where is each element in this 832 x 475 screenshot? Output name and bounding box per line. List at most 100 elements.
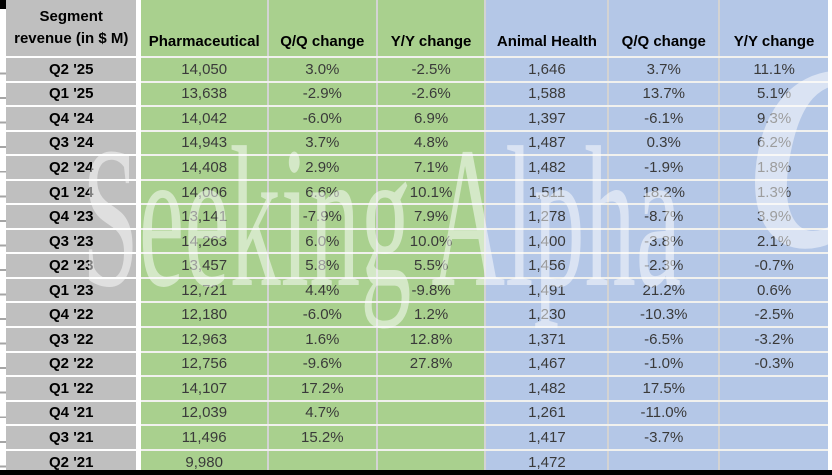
data-cell: 5.1% xyxy=(719,81,828,108)
data-cell: 12,963 xyxy=(138,327,269,353)
data-cell: 6.0% xyxy=(267,228,378,255)
data-cell: 11.1% xyxy=(719,57,828,83)
table-row: Q4 '24 14,042 -6.0% 6.9% 1,397 -6.1% 9.3% xyxy=(6,106,828,132)
data-cell: 2.9% xyxy=(267,155,378,181)
data-cell: -2.9% xyxy=(267,81,378,108)
data-cell: -9.6% xyxy=(267,351,378,378)
data-cell: 4.7% xyxy=(267,400,378,427)
data-cell: -8.7% xyxy=(608,204,721,230)
row-label-cell: Q4 '24 xyxy=(6,106,142,132)
data-cell: 1,371 xyxy=(485,327,610,353)
data-cell: 1,456 xyxy=(485,253,610,279)
data-cell: 12.8% xyxy=(376,327,487,353)
data-cell: 14,006 xyxy=(138,179,269,206)
data-cell: 1,511 xyxy=(485,179,610,206)
data-cell: 1,646 xyxy=(485,57,610,83)
table-row: Q1 '24 14,006 6.6% 10.1% 1,511 18.2% 1.3% xyxy=(6,179,828,206)
data-cell: -11.0% xyxy=(608,400,721,427)
table-row: Q4 '23 13,141 -7.9% 7.9% 1,278 -8.7% 3.9% xyxy=(6,204,828,230)
data-cell: 7.9% xyxy=(376,204,487,230)
crop-corner-artifact xyxy=(0,0,6,9)
data-cell: -0.3% xyxy=(719,351,828,378)
data-cell: -6.1% xyxy=(608,106,721,132)
data-cell: 18.2% xyxy=(608,179,721,206)
table-row: Q2 '23 13,457 5.8% 5.5% 1,456 -2.3% -0.7% xyxy=(6,253,828,279)
table-row: Q4 '21 12,039 4.7% 1,261 -11.0% xyxy=(6,400,828,427)
data-cell: -2.6% xyxy=(376,81,487,108)
data-cell: 17.5% xyxy=(608,376,721,402)
data-cell: -2.3% xyxy=(608,253,721,279)
data-cell: -2.5% xyxy=(376,57,487,83)
data-cell: 1,482 xyxy=(485,155,610,181)
data-cell: 3.9% xyxy=(719,204,828,230)
column-header-animal-qq-change: Q/Q change xyxy=(608,0,721,58)
data-cell: 13,638 xyxy=(138,81,269,108)
data-cell: 14,107 xyxy=(138,376,269,402)
data-cell xyxy=(719,400,828,427)
table-row: Q1 '25 13,638 -2.9% -2.6% 1,588 13.7% 5.1% xyxy=(6,81,828,108)
data-cell: 1,417 xyxy=(485,425,610,451)
data-cell: 6.6% xyxy=(267,179,378,206)
data-cell: 14,050 xyxy=(138,57,269,83)
data-cell: 1,278 xyxy=(485,204,610,230)
corner-header-line1: Segment xyxy=(39,7,103,25)
data-cell: 3.7% xyxy=(267,130,378,157)
data-cell: 10.1% xyxy=(376,179,487,206)
data-cell: 6.9% xyxy=(376,106,487,132)
data-cell xyxy=(376,425,487,451)
row-label-cell: Q2 '23 xyxy=(6,253,142,279)
column-header-pharma-qq-change: Q/Q change xyxy=(267,0,378,58)
data-cell: 1,487 xyxy=(485,130,610,157)
corner-header: Segment revenue (in $ M) xyxy=(6,0,142,58)
column-header-animal-health: Animal Health xyxy=(485,0,610,58)
data-cell: 6.2% xyxy=(719,130,828,157)
row-label-cell: Q1 '22 xyxy=(6,376,142,402)
data-cell xyxy=(376,400,487,427)
data-cell: 12,756 xyxy=(138,351,269,378)
data-cell: 2.1% xyxy=(719,228,828,255)
data-cell: -1.0% xyxy=(608,351,721,378)
row-label-cell: Q2 '24 xyxy=(6,155,142,181)
row-label-cell: Q2 '25 xyxy=(6,57,142,83)
data-cell: 1,491 xyxy=(485,277,610,304)
data-cell: -2.5% xyxy=(719,302,828,328)
row-label-cell: Q1 '24 xyxy=(6,179,142,206)
data-cell: 27.8% xyxy=(376,351,487,378)
data-cell: 4.8% xyxy=(376,130,487,157)
row-label-cell: Q1 '25 xyxy=(6,81,142,108)
data-cell: 13,457 xyxy=(138,253,269,279)
data-cell: 0.3% xyxy=(608,130,721,157)
data-cell: 1.6% xyxy=(267,327,378,353)
column-header-pharmaceutical: Pharmaceutical xyxy=(138,0,269,58)
data-cell: 1,467 xyxy=(485,351,610,378)
data-cell: 1.8% xyxy=(719,155,828,181)
row-label-cell: Q4 '22 xyxy=(6,302,142,328)
row-label-cell: Q3 '21 xyxy=(6,425,142,451)
table-row: Q3 '22 12,963 1.6% 12.8% 1,371 -6.5% -3.2% xyxy=(6,327,828,353)
table-row: Q3 '23 14,263 6.0% 10.0% 1,400 -3.8% 2.1% xyxy=(6,228,828,255)
data-cell: -7.9% xyxy=(267,204,378,230)
header-row: Segment revenue (in $ M) Pharmaceutical … xyxy=(6,0,828,58)
data-cell: 11,496 xyxy=(138,425,269,451)
row-label-cell: Q3 '23 xyxy=(6,228,142,255)
data-cell: 1,482 xyxy=(485,376,610,402)
row-label-cell: Q4 '23 xyxy=(6,204,142,230)
column-header-animal-yy-change: Y/Y change xyxy=(719,0,828,58)
data-cell: 1,397 xyxy=(485,106,610,132)
data-cell: 1,230 xyxy=(485,302,610,328)
row-label-cell: Q1 '23 xyxy=(6,277,142,304)
data-cell: 13,141 xyxy=(138,204,269,230)
row-label-cell: Q3 '22 xyxy=(6,327,142,353)
data-cell: 14,042 xyxy=(138,106,269,132)
data-cell: 0.6% xyxy=(719,277,828,304)
table-row: Q1 '22 14,107 17.2% 1,482 17.5% xyxy=(6,376,828,402)
data-cell: 15.2% xyxy=(267,425,378,451)
data-cell: 17.2% xyxy=(267,376,378,402)
data-cell: 1,261 xyxy=(485,400,610,427)
data-cell: 1.3% xyxy=(719,179,828,206)
data-cell: 1,588 xyxy=(485,81,610,108)
data-cell: -1.9% xyxy=(608,155,721,181)
data-cell xyxy=(719,376,828,402)
row-label-cell: Q2 '22 xyxy=(6,351,142,378)
table-row: Q3 '21 11,496 15.2% 1,417 -3.7% xyxy=(6,425,828,451)
